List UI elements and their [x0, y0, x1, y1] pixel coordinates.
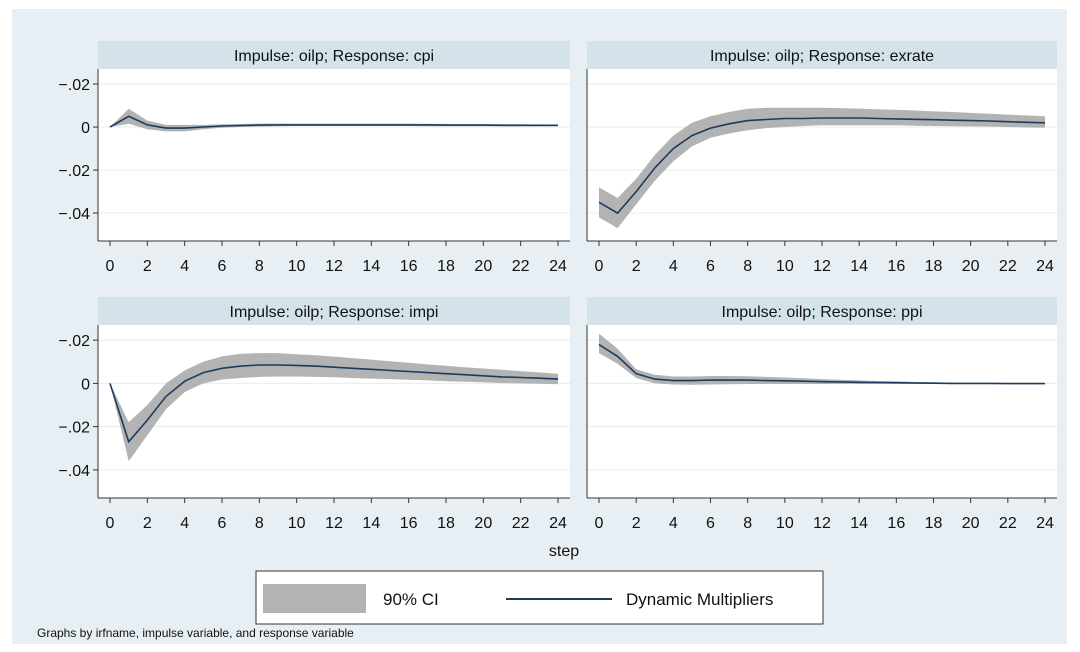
panel-title: Impulse: oilp; Response: impi: [230, 304, 439, 321]
y-tick-label: −.04: [58, 206, 90, 223]
x-axis-title: step: [549, 543, 579, 560]
y-tick-label: 0: [81, 120, 90, 137]
legend-ci-label: 90% CI: [383, 590, 439, 609]
x-tick-label: 0: [595, 515, 604, 532]
x-tick-label: 14: [850, 515, 868, 532]
panel-title: Impulse: oilp; Response: ppi: [722, 304, 923, 321]
x-tick-label: 16: [400, 258, 418, 275]
x-tick-label: 10: [776, 258, 794, 275]
x-tick-label: 16: [400, 515, 418, 532]
x-tick-label: 8: [255, 515, 264, 532]
panel-header: [98, 41, 570, 69]
x-tick-label: 4: [669, 515, 678, 532]
response-line: [109, 364, 559, 444]
x-tick-label: 4: [669, 258, 678, 275]
panel-header: [98, 297, 570, 325]
y-tick-label: −.02: [58, 77, 90, 94]
x-tick-label: 24: [549, 515, 567, 532]
x-tick-label: 6: [218, 515, 227, 532]
y-tick-label: 0: [81, 376, 90, 393]
x-tick-label: 18: [925, 515, 943, 532]
x-tick-label: 12: [325, 515, 343, 532]
legend-line-label: Dynamic Multipliers: [626, 590, 773, 609]
x-tick-label: 18: [437, 258, 455, 275]
x-tick-label: 24: [1036, 515, 1054, 532]
x-tick-label: 10: [776, 515, 794, 532]
x-tick-label: 2: [143, 258, 152, 275]
x-tick-label: 24: [549, 258, 567, 275]
x-tick-label: 10: [288, 258, 306, 275]
x-tick-label: 20: [474, 515, 492, 532]
x-tick-label: 14: [362, 258, 380, 275]
panel-1: Impulse: oilp; Response: cpi −.02 0 −.02 −.0…: [58, 41, 570, 275]
plot-area: [98, 325, 570, 498]
x-tick-label: 12: [325, 258, 343, 275]
plot-area: [98, 69, 570, 241]
y-tick-label: −.02: [58, 163, 90, 180]
x-tick-label: 4: [180, 515, 189, 532]
x-tick-label: 4: [180, 258, 189, 275]
legend-box: [255, 570, 824, 625]
x-tick-label: 12: [813, 515, 831, 532]
x-tick-label: 6: [706, 515, 715, 532]
response-line: [598, 343, 1045, 385]
y-tick-label: −.02: [58, 333, 90, 350]
panels: Impulse: oilp; Response: cpi −.02 0 −.02 −.0…: [58, 41, 1057, 532]
x-tick-label: 16: [887, 515, 905, 532]
x-tick-label: 2: [632, 258, 641, 275]
legend-ci-swatch: [263, 584, 366, 613]
x-tick-label: 20: [474, 258, 492, 275]
x-tick-label: 0: [595, 258, 604, 275]
y-tick-label: −.04: [58, 463, 90, 480]
x-tick-label: 18: [925, 258, 943, 275]
graphs-by-note: Graphs by irfname, impulse variable, and…: [37, 626, 354, 640]
x-tick-label: 6: [706, 258, 715, 275]
ci-band: [599, 107, 1045, 229]
panel-header: [587, 41, 1057, 69]
ci-band: [599, 333, 1045, 385]
x-tick-label: 2: [143, 515, 152, 532]
x-tick-label: 14: [362, 515, 380, 532]
x-tick-label: 12: [813, 258, 831, 275]
y-tick-label: −.02: [58, 420, 90, 437]
x-tick-label: 22: [999, 258, 1017, 275]
x-tick-label: 20: [962, 515, 980, 532]
ci-band: [110, 353, 558, 462]
x-tick-label: 8: [743, 515, 752, 532]
panel-title: Impulse: oilp; Response: cpi: [234, 48, 434, 65]
x-tick-label: 22: [512, 515, 530, 532]
x-tick-label: 14: [850, 258, 868, 275]
x-tick-label: 20: [962, 258, 980, 275]
x-tick-label: 22: [512, 258, 530, 275]
x-tick-label: 0: [106, 515, 115, 532]
x-tick-label: 18: [437, 515, 455, 532]
response-line: [598, 117, 1046, 215]
x-tick-label: 22: [999, 515, 1017, 532]
x-tick-label: 24: [1036, 258, 1054, 275]
x-tick-label: 0: [106, 258, 115, 275]
legend: 90% CI Dynamic Multipliers: [255, 570, 824, 625]
x-tick-label: 6: [218, 258, 227, 275]
plot-area: [587, 325, 1057, 498]
x-tick-label: 8: [743, 258, 752, 275]
x-tick-label: 2: [632, 515, 641, 532]
panel-3: Impulse: oilp; Response: impi −.02 0 −.02 −.…: [58, 297, 570, 532]
panel-header: [587, 297, 1057, 325]
x-tick-label: 16: [887, 258, 905, 275]
panel-title: Impulse: oilp; Response: exrate: [710, 48, 934, 65]
response-line: [109, 115, 558, 129]
x-tick-label: 10: [288, 515, 306, 532]
x-tick-label: 8: [255, 258, 264, 275]
